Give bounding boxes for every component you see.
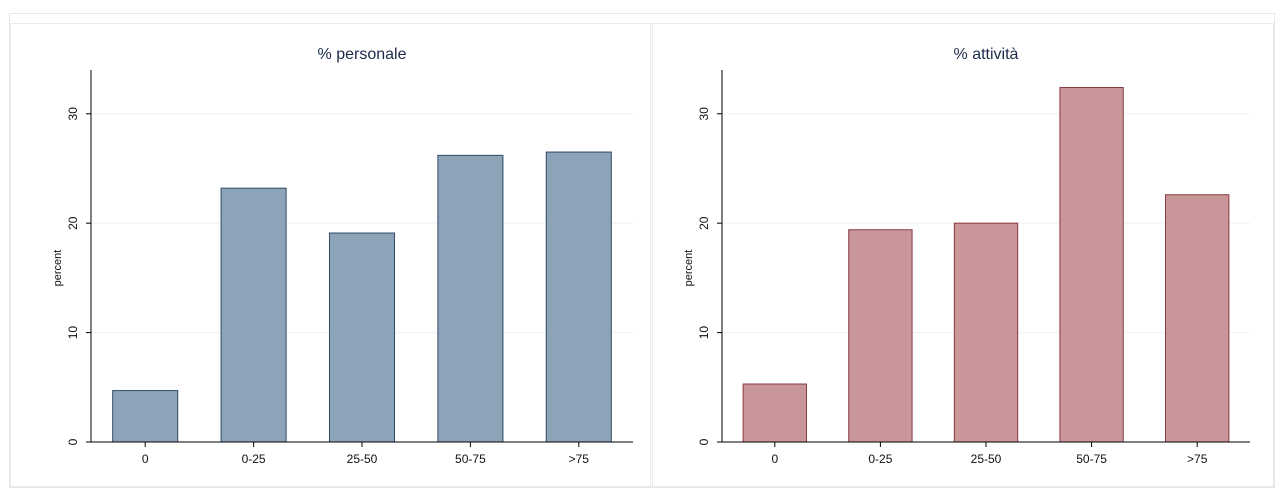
bar-25-50 bbox=[953, 222, 1019, 443]
x-tick-label: 0 bbox=[771, 452, 778, 466]
x-tick-label: 0-25 bbox=[868, 452, 892, 466]
y-tick-label: 20 bbox=[697, 216, 711, 230]
y-tick-label: 0 bbox=[66, 438, 80, 445]
y-tick-label: 30 bbox=[697, 107, 711, 121]
chart-title: % attività bbox=[954, 46, 1019, 63]
y-tick-label: 10 bbox=[66, 326, 80, 340]
y-axis-label: percent bbox=[52, 250, 64, 287]
y-tick-label: 10 bbox=[697, 326, 711, 340]
chart-panel-2: % attività 0 0-25 25-50 50-75 >75 0 10 20 30 perce… bbox=[652, 23, 1274, 487]
chart-title: % personale bbox=[318, 46, 407, 63]
x-tick-label: >75 bbox=[569, 452, 590, 466]
bar-50-75 bbox=[437, 154, 504, 443]
x-tick-label: 50-75 bbox=[455, 452, 486, 466]
x-tick-label: 0 bbox=[142, 452, 149, 466]
y-tick-label: 20 bbox=[66, 216, 80, 230]
x-tick-label: >75 bbox=[1187, 452, 1208, 466]
x-tick-label: 25-50 bbox=[347, 452, 378, 466]
bar-0 bbox=[742, 383, 807, 443]
bar-25-50 bbox=[328, 232, 396, 443]
x-tick-label: 25-50 bbox=[971, 452, 1002, 466]
y-axis-label: percent bbox=[683, 250, 695, 287]
bar-0-25 bbox=[848, 229, 913, 443]
bar-0-25 bbox=[220, 187, 287, 443]
bar-0 bbox=[112, 390, 179, 443]
y-tick-label: 30 bbox=[66, 107, 80, 121]
x-tick-label: 0-25 bbox=[242, 452, 266, 466]
bar->75 bbox=[1165, 194, 1230, 443]
bar-50-75 bbox=[1059, 87, 1124, 443]
bar->75 bbox=[545, 151, 612, 443]
x-tick-label: 50-75 bbox=[1076, 452, 1107, 466]
chart-panel-1: % personale 0 0-25 25-50 50-75 >75 0 10 20 30 perc… bbox=[10, 23, 651, 487]
y-tick-label: 0 bbox=[697, 438, 711, 445]
